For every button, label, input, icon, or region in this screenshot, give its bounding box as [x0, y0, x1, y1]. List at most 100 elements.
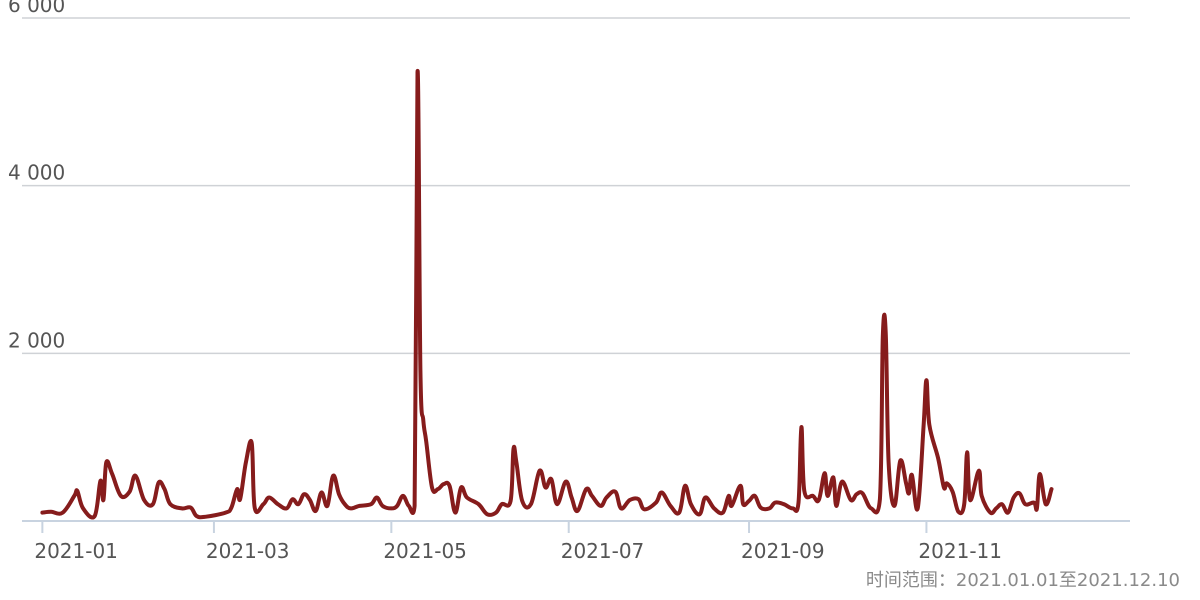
data-point [747, 499, 751, 503]
data-point [142, 498, 146, 502]
data-point [668, 504, 673, 508]
data-point [128, 490, 132, 494]
data-point [660, 490, 664, 495]
data-point [424, 439, 428, 443]
data-point [1044, 502, 1048, 506]
data-point [1000, 502, 1004, 506]
data-point [878, 497, 882, 501]
data-point [855, 492, 859, 496]
data-point [413, 504, 417, 508]
data-point [520, 499, 524, 503]
data-point [802, 489, 806, 493]
data-point [447, 484, 452, 488]
data-point [811, 494, 815, 498]
data-point [81, 506, 85, 510]
data-point [509, 499, 513, 503]
data-point [375, 495, 379, 500]
data-point [357, 504, 361, 508]
data-point [642, 507, 646, 511]
data-point [942, 485, 946, 490]
data-point [564, 480, 568, 484]
data-point [741, 502, 745, 506]
data-point [636, 497, 641, 501]
data-point [543, 485, 548, 490]
data-point [1049, 487, 1054, 491]
data-point [619, 506, 623, 510]
x-tick-label: 2021-05 [383, 539, 467, 563]
data-point [296, 502, 300, 506]
data-point [261, 502, 265, 506]
data-point [93, 514, 97, 518]
data-point [302, 492, 306, 496]
data-point [75, 489, 79, 493]
data-point [407, 504, 411, 508]
x-tick-label: 2021-09 [741, 539, 825, 563]
data-point [319, 490, 324, 495]
data-point [421, 418, 425, 422]
data-point [418, 368, 422, 372]
y-tick-label: 2 000 [8, 328, 65, 352]
data-point [415, 70, 420, 75]
data-point [604, 495, 609, 500]
data-point [826, 494, 830, 498]
data-point [238, 497, 242, 501]
y-tick-label: 6 000 [8, 0, 65, 17]
data-point [162, 487, 167, 491]
data-point [203, 515, 207, 519]
data-point [101, 498, 105, 502]
data-point [49, 510, 53, 514]
data-point [904, 481, 908, 485]
data-point [189, 506, 193, 510]
data-point [869, 506, 873, 510]
data-point [529, 502, 533, 506]
data-point [442, 482, 446, 486]
data-point [157, 480, 161, 484]
data-point [381, 504, 385, 508]
data-point [250, 441, 254, 445]
data-point [799, 425, 804, 429]
data-point [308, 498, 312, 502]
data-point [104, 460, 108, 464]
data-point [229, 506, 233, 510]
data-point [337, 492, 341, 496]
data-point [892, 504, 897, 508]
gridlines [22, 17, 1130, 355]
data-point [590, 494, 594, 498]
data-point [430, 485, 434, 490]
data-point [968, 498, 972, 502]
data-point [927, 423, 931, 427]
data-point [916, 506, 920, 510]
data-point [951, 490, 955, 494]
data-point [538, 469, 542, 473]
x-tick-label: 2021-03 [206, 539, 290, 563]
data-point [511, 447, 516, 451]
data-point [881, 335, 885, 339]
data-point [823, 471, 827, 475]
data-point [1032, 501, 1036, 505]
data-point [773, 501, 777, 505]
data-point [1017, 491, 1022, 495]
data-point [689, 502, 693, 506]
data-point [683, 484, 687, 488]
x-axis [22, 520, 1130, 533]
x-axis-labels: 2021-01 2021-03 2021-05 2021-07 2021-09 2021-… [34, 539, 1002, 563]
data-point [61, 510, 65, 515]
data-point [703, 495, 708, 500]
data-point [40, 510, 45, 515]
data-point [849, 498, 853, 502]
data-point [290, 497, 295, 501]
data-point [730, 504, 734, 508]
data-point [767, 506, 772, 510]
data-point [1038, 472, 1042, 476]
data-point [599, 504, 603, 508]
data-point [907, 491, 911, 495]
data-point [314, 509, 318, 513]
data-point [133, 474, 137, 478]
data-point [369, 502, 373, 506]
data-point [1006, 510, 1010, 515]
data-point [110, 472, 114, 476]
data-point [840, 480, 844, 484]
data-point [924, 378, 929, 382]
data-point [72, 494, 76, 498]
